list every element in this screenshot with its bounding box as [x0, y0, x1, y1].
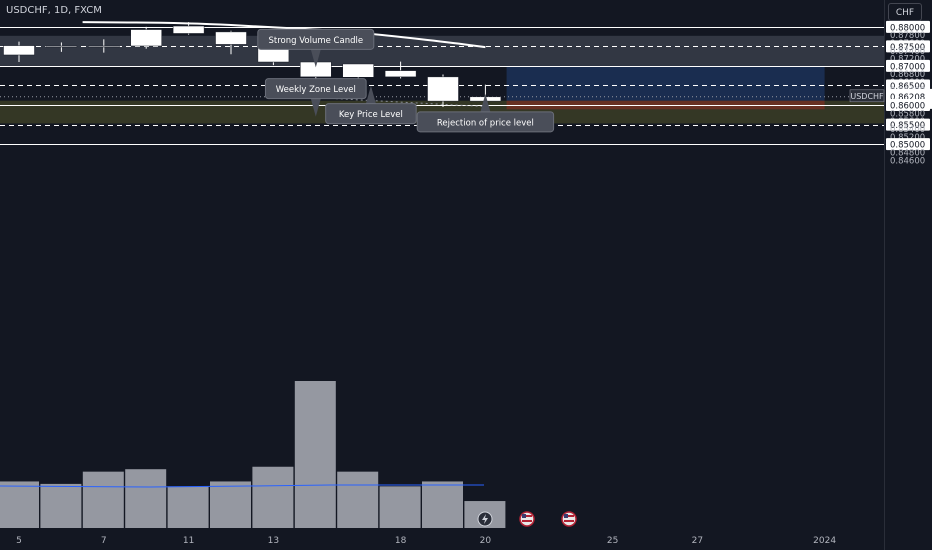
level-price-label: 0.88000 — [890, 23, 925, 33]
candle-body — [384, 70, 417, 78]
callout-box — [325, 103, 417, 125]
trend-dotted-line — [315, 97, 486, 108]
price-tick-label: 0.85800 — [890, 109, 925, 119]
callout-pointer — [310, 98, 321, 117]
candle-body — [3, 45, 35, 56]
volume-bar — [82, 471, 124, 528]
callout-box — [257, 28, 375, 50]
level-price-label: 0.86500 — [890, 82, 925, 92]
lightning-glyph-icon — [482, 514, 488, 524]
level-price-label: 0.85500 — [890, 121, 925, 131]
candle-body — [427, 76, 459, 102]
currency-button[interactable]: CHF — [888, 3, 922, 21]
callout-pointer — [310, 49, 321, 68]
price-tick-label: 0.87200 — [890, 55, 925, 65]
level-price-box — [886, 99, 930, 112]
date-tick-label: 27 — [692, 536, 703, 546]
volume-bar — [125, 469, 167, 528]
level-price-box — [886, 40, 930, 53]
symbol-tag-label: USDCHF — [850, 92, 884, 101]
volume-bar — [294, 381, 336, 528]
callout-pointer — [480, 93, 491, 112]
flag-stripe-icon — [564, 520, 574, 522]
callout-pointer — [365, 85, 376, 104]
level-price-label: 0.85000 — [890, 141, 925, 151]
volume-ma-line — [0, 484, 484, 488]
volume-bar — [40, 483, 82, 528]
date-tick-label: 2024 — [813, 536, 836, 546]
symbol-title: USDCHF, 1D, FXCM — [6, 5, 102, 16]
date-tick-label: 11 — [183, 536, 194, 546]
candle-body — [45, 45, 78, 48]
price-tick-label: 0.84600 — [890, 156, 925, 166]
price-tick-label: 0.86800 — [890, 70, 925, 80]
date-tick-label: 25 — [607, 536, 618, 546]
level-price-label: 0.87000 — [890, 62, 925, 72]
volume-bar — [422, 481, 463, 528]
candle-body — [172, 25, 205, 34]
candle-body — [130, 29, 162, 47]
flag-canton-icon — [564, 514, 568, 518]
candle-body — [342, 63, 374, 78]
price-tick-label: 0.85200 — [890, 133, 925, 143]
volume-bar — [0, 481, 39, 528]
price-tick-label: 0.85400 — [890, 125, 925, 135]
date-tick-label: 13 — [268, 536, 279, 546]
price-tick-label: 0.87800 — [890, 31, 925, 41]
date-tick-label: 5 — [16, 536, 22, 546]
level-price-label: 0.86000 — [890, 102, 925, 112]
callout-label: Weekly Zone Level — [276, 85, 356, 95]
volume-bar — [337, 471, 379, 528]
callout-label: Strong Volume Candle — [269, 36, 364, 46]
price-tick-label: 0.87400 — [890, 47, 925, 57]
level-price-box — [886, 20, 930, 33]
level-price-box — [886, 138, 930, 151]
level-price-box — [886, 59, 930, 72]
flag-stripe-icon — [522, 515, 532, 517]
current-price-value: 0.86208 — [890, 93, 925, 103]
flag-stripe-icon — [522, 520, 532, 522]
callout-box — [416, 111, 555, 133]
level-price-box — [886, 79, 930, 92]
level-price-box — [886, 118, 930, 131]
date-tick-label: 18 — [395, 536, 407, 546]
volume-bar — [210, 481, 251, 528]
target-box — [506, 65, 825, 101]
volume-bar — [379, 486, 421, 528]
flag-canton-icon — [522, 514, 526, 518]
callout-label: Key Price Level — [339, 110, 403, 120]
callout-box — [264, 78, 367, 100]
flag-stripe-icon — [564, 515, 574, 517]
symbol-tag-box — [849, 89, 885, 103]
date-tick-label: 7 — [101, 536, 107, 546]
level-price-label: 0.87500 — [890, 43, 925, 53]
price-tick-label: 0.84800 — [890, 148, 925, 158]
candle-body — [88, 45, 120, 48]
candle-body — [215, 31, 247, 45]
volume-bar — [167, 486, 209, 528]
callout-label: Rejection of price level — [437, 118, 534, 128]
date-tick-label: 20 — [480, 536, 492, 546]
volume-bar — [252, 466, 294, 528]
